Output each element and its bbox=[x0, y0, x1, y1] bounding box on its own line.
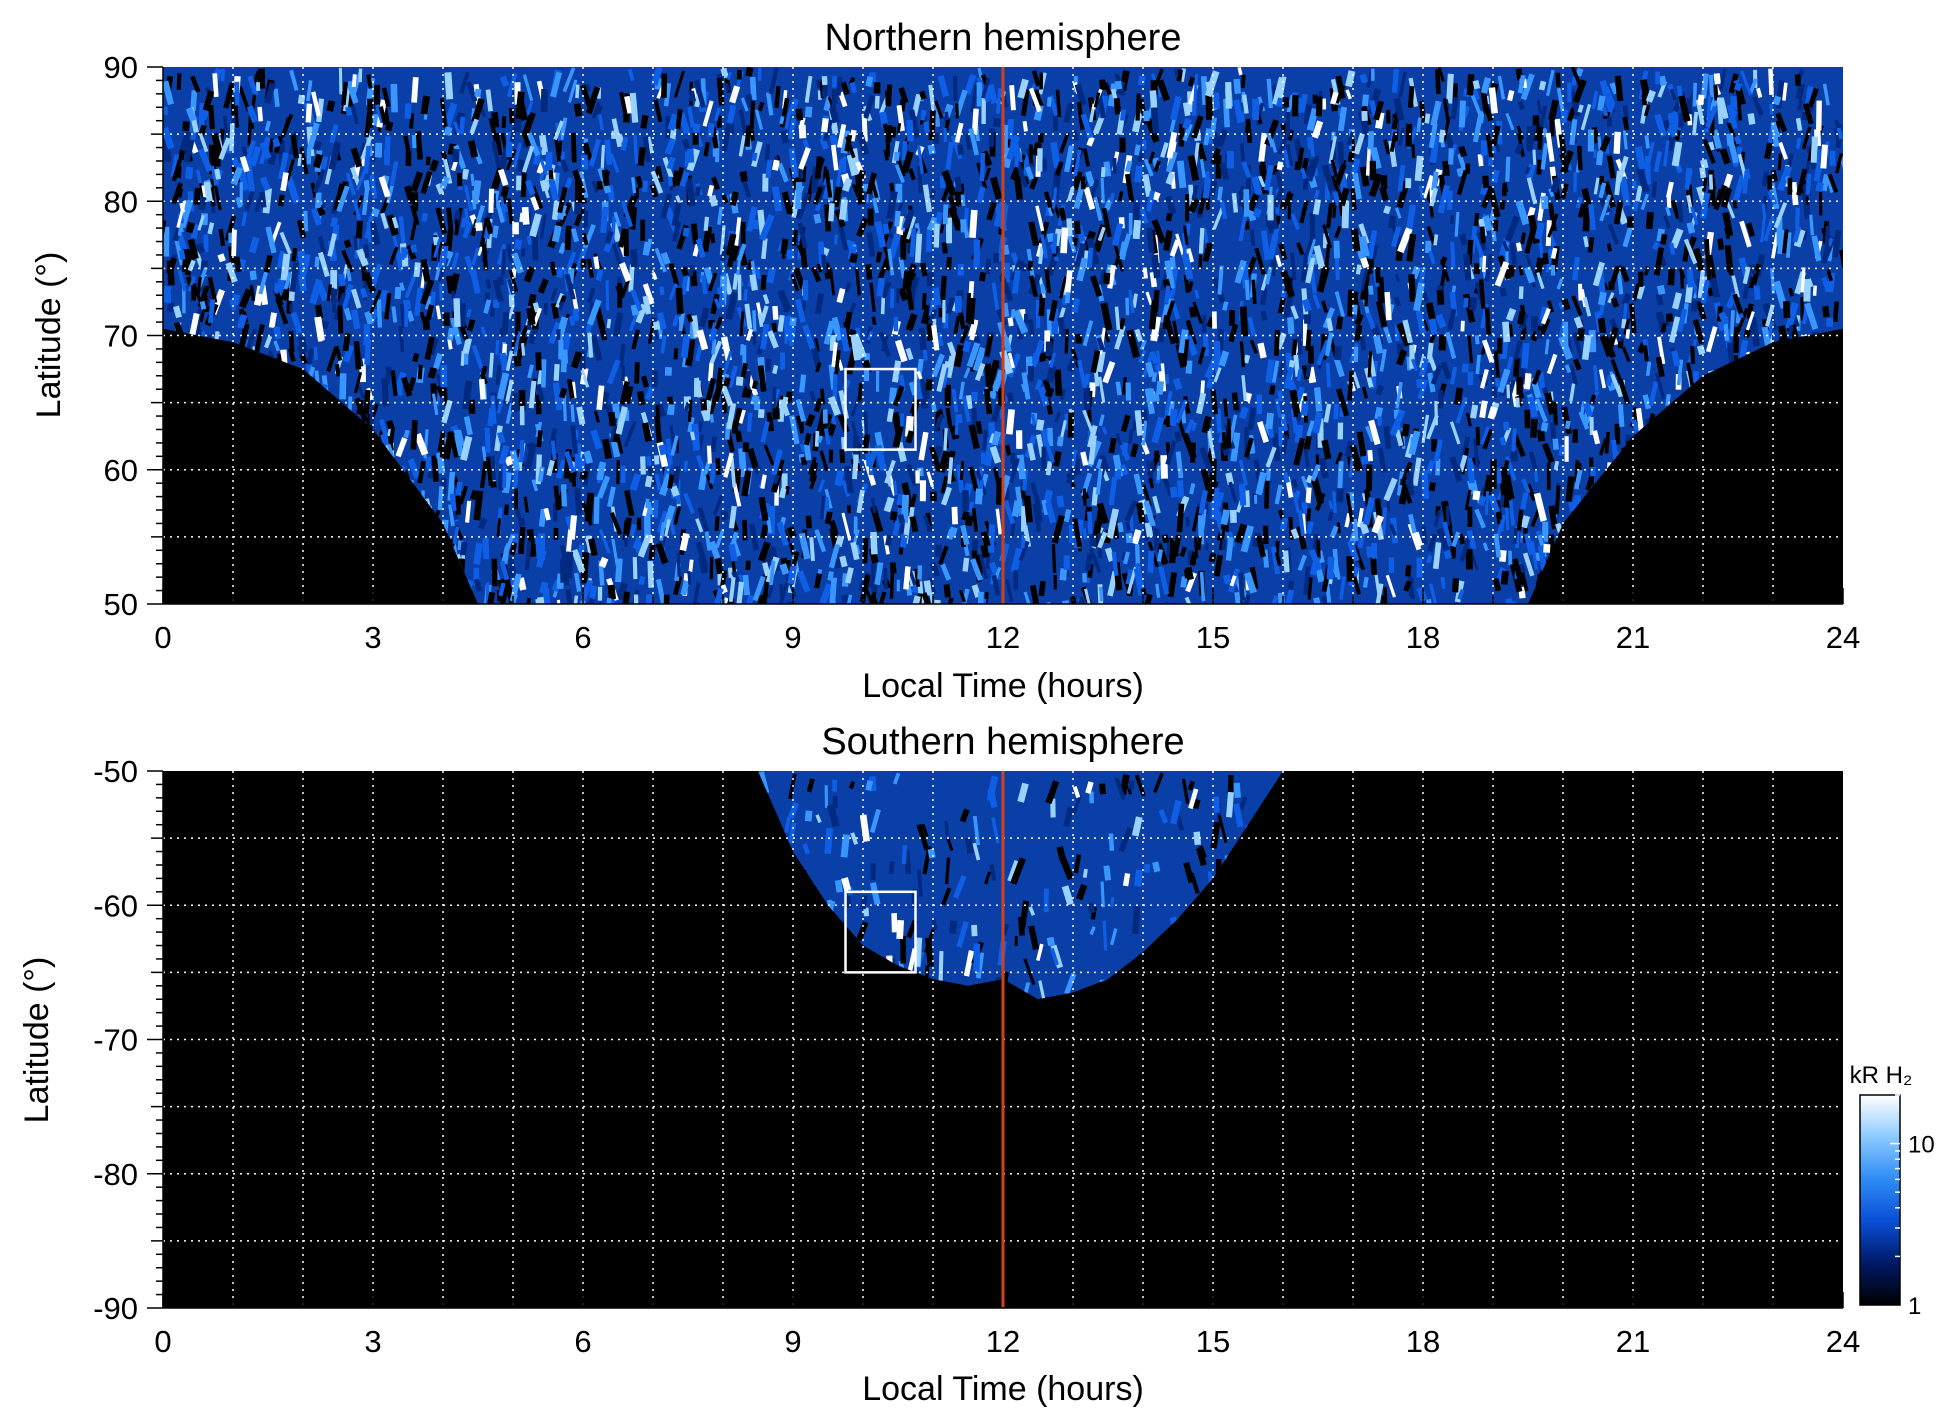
x-tick-label: 9 bbox=[784, 1324, 801, 1359]
x-tick-label: 21 bbox=[1616, 620, 1650, 655]
south-title: Southern hemisphere bbox=[821, 721, 1184, 763]
colorbar-gradient bbox=[1860, 1095, 1900, 1305]
x-tick-label: 6 bbox=[574, 620, 591, 655]
colorbar-tick-label: 10 bbox=[1908, 1132, 1935, 1159]
y-tick-label: 70 bbox=[104, 319, 138, 354]
x-tick-label: 12 bbox=[986, 1324, 1020, 1359]
colorbar-label: kR H₂ bbox=[1850, 1062, 1913, 1089]
y-tick-label: 60 bbox=[104, 453, 138, 488]
colorbar-tick-label: 1 bbox=[1908, 1293, 1921, 1320]
x-tick-label: 3 bbox=[364, 1324, 381, 1359]
x-tick-label: 15 bbox=[1196, 1324, 1230, 1359]
north-y-axis-label: Latitude (°) bbox=[30, 252, 68, 419]
x-tick-label: 3 bbox=[364, 620, 381, 655]
y-tick-label: 80 bbox=[104, 184, 138, 219]
north-y-tick-labels: 50 60 70 80 90 bbox=[104, 50, 138, 622]
colorbar: kR H₂ 1 10 bbox=[1850, 1062, 1935, 1320]
south-y-tick-labels: -50 -60 -70 -80 -90 bbox=[93, 754, 138, 1326]
north-x-tick-labels: 0 3 6 9 12 15 18 21 24 bbox=[154, 620, 1860, 655]
x-tick-label: 21 bbox=[1616, 1324, 1650, 1359]
y-tick-label: 50 bbox=[104, 587, 138, 622]
x-tick-label: 6 bbox=[574, 1324, 591, 1359]
north-x-axis-label: Local Time (hours) bbox=[862, 667, 1144, 705]
x-tick-label: 18 bbox=[1406, 620, 1440, 655]
x-tick-label: 0 bbox=[154, 620, 171, 655]
north-title: Northern hemisphere bbox=[825, 17, 1182, 59]
south-panel: Southern hemisphere 0 3 6 9 12 15 18 21 24 -50 -6… bbox=[18, 721, 1860, 1408]
x-tick-label: 0 bbox=[154, 1324, 171, 1359]
x-tick-label: 15 bbox=[1196, 620, 1230, 655]
south-x-tick-labels: 0 3 6 9 12 15 18 21 24 bbox=[154, 1324, 1860, 1359]
north-panel: Northern hemisphere 0 3 6 9 12 15 18 21 24 50 60 7… bbox=[30, 17, 1860, 705]
y-tick-label: -90 bbox=[93, 1291, 138, 1326]
y-tick-label: -70 bbox=[93, 1023, 138, 1058]
x-tick-label: 18 bbox=[1406, 1324, 1440, 1359]
y-tick-label: 90 bbox=[104, 50, 138, 85]
x-tick-label: 24 bbox=[1826, 620, 1860, 655]
y-tick-label: -50 bbox=[93, 754, 138, 789]
x-tick-label: 9 bbox=[784, 620, 801, 655]
y-tick-label: -60 bbox=[93, 888, 138, 923]
x-tick-label: 24 bbox=[1826, 1324, 1860, 1359]
x-tick-label: 12 bbox=[986, 620, 1020, 655]
south-x-axis-label: Local Time (hours) bbox=[862, 1370, 1144, 1408]
y-tick-label: -80 bbox=[93, 1157, 138, 1192]
south-y-axis-label: Latitude (°) bbox=[18, 957, 56, 1124]
